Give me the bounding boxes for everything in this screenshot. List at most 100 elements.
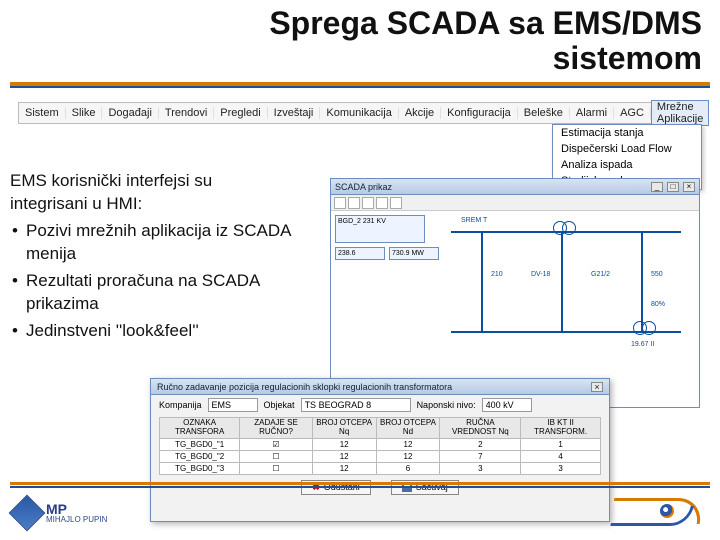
title-underline bbox=[10, 82, 710, 88]
objekat-label: Objekat bbox=[264, 400, 295, 410]
table-row: TG_BGD0_"1☑121221 bbox=[160, 438, 601, 450]
panel-title: BGD_2 231 KV bbox=[338, 218, 422, 225]
close-icon[interactable]: × bbox=[683, 182, 695, 192]
logo-eye bbox=[612, 490, 702, 530]
menu-item[interactable]: AGC bbox=[614, 107, 651, 119]
settings-dialog: Ručno zadavanje pozicija regulacionih sk… bbox=[150, 378, 610, 522]
transformer-table: OZNAKA TRANSFORAZADAJE SE RUČNO?BROJ OTC… bbox=[159, 417, 601, 475]
objekat-field[interactable] bbox=[301, 398, 411, 412]
menu-item[interactable]: Slike bbox=[66, 107, 103, 119]
napon-label: Naponski nivo: bbox=[417, 400, 476, 410]
feeder bbox=[641, 231, 643, 331]
toolbar-button[interactable] bbox=[362, 197, 374, 209]
dropdown-item[interactable]: Analiza ispada bbox=[553, 157, 701, 173]
node-label: 80% bbox=[651, 301, 665, 308]
kompanija-field[interactable] bbox=[208, 398, 258, 412]
node-label: G21/2 bbox=[591, 271, 610, 278]
menu-item[interactable]: Pregledi bbox=[214, 107, 267, 119]
bullet-item: Rezultati proračuna na SCADA prikazima bbox=[10, 270, 320, 316]
window-toolbar bbox=[331, 195, 699, 211]
maximize-icon[interactable]: □ bbox=[667, 182, 679, 192]
table-cell: TG_BGD0_"3 bbox=[160, 462, 240, 474]
table-header: IB KT II TRANSFORM. bbox=[521, 418, 601, 439]
node-label: SREM T bbox=[461, 217, 487, 224]
node-label: 19.67 II bbox=[631, 341, 654, 348]
bullet-item: Pozivi mrežnih aplikacija iz SCADA menij… bbox=[10, 220, 320, 266]
table-cell: 2 bbox=[440, 438, 521, 450]
table-header: OZNAKA TRANSFORA bbox=[160, 418, 240, 439]
menu-item[interactable]: Akcije bbox=[399, 107, 441, 119]
menu-item[interactable]: Trendovi bbox=[159, 107, 214, 119]
transformer-icon bbox=[553, 221, 579, 235]
logo-swoosh-icon bbox=[610, 506, 694, 526]
napon-field[interactable] bbox=[482, 398, 532, 412]
menu-item[interactable]: Mrežne Aplikacije bbox=[651, 100, 709, 126]
toolbar-button[interactable] bbox=[376, 197, 388, 209]
table-cell: 12 bbox=[312, 462, 376, 474]
feeder bbox=[561, 231, 563, 331]
menu-item[interactable]: Konfiguracija bbox=[441, 107, 518, 119]
dialog-title: Ručno zadavanje pozicija regulacionih sk… bbox=[157, 382, 452, 392]
minimize-icon[interactable]: _ bbox=[651, 182, 663, 192]
table-cell: TG_BGD0_"1 bbox=[160, 438, 240, 450]
bullet-item: Jedinstveni ''look&feel'' bbox=[10, 320, 320, 343]
kompanija-label: Kompanija bbox=[159, 400, 202, 410]
node-label: 550 bbox=[651, 271, 663, 278]
table-cell: 12 bbox=[312, 438, 376, 450]
logo-mp: MP MIHAJLO PUPIN bbox=[14, 496, 134, 530]
logo-mp-big: MP bbox=[46, 502, 107, 516]
table-row: TG_BGD0_"3☐12633 bbox=[160, 462, 601, 474]
lead-line-2: integrisani u HMI: bbox=[10, 193, 320, 216]
table-header: RUČNA VREDNOST Nq bbox=[440, 418, 521, 439]
app-menubar: SistemSlikeDogađajiTrendoviPreglediIzveš… bbox=[18, 102, 702, 124]
table-cell: 12 bbox=[376, 438, 440, 450]
table-row: TG_BGD0_"2☐121274 bbox=[160, 450, 601, 462]
logo-diamond-icon bbox=[9, 495, 46, 532]
table-cell: 7 bbox=[440, 450, 521, 462]
toolbar-button[interactable] bbox=[348, 197, 360, 209]
table-header: BROJ OTCEPA Nq bbox=[312, 418, 376, 439]
body-text: EMS korisnički interfejsi su integrisani… bbox=[10, 170, 320, 343]
footer-rule bbox=[10, 486, 710, 488]
menu-item[interactable]: Alarmi bbox=[570, 107, 614, 119]
logo-pupil-icon bbox=[660, 504, 674, 518]
menu-item[interactable]: Sistem bbox=[19, 107, 66, 119]
toolbar-button[interactable] bbox=[334, 197, 346, 209]
lead-line-1: EMS korisnički interfejsi su bbox=[10, 170, 320, 193]
menu-item[interactable]: Komunikacija bbox=[320, 107, 398, 119]
menu-item[interactable]: Događaji bbox=[102, 107, 158, 119]
table-cell: 12 bbox=[376, 450, 440, 462]
table-cell: TG_BGD0_"2 bbox=[160, 450, 240, 462]
table-cell: 3 bbox=[440, 462, 521, 474]
diagram-info-box: BGD_2 231 KV bbox=[335, 215, 425, 243]
checkbox-cell[interactable]: ☐ bbox=[240, 462, 313, 474]
feeder bbox=[481, 231, 483, 331]
menu-item[interactable]: Izveštaji bbox=[268, 107, 321, 119]
readout: 238.6 bbox=[335, 247, 385, 260]
logo-mp-small: MIHAJLO PUPIN bbox=[46, 516, 107, 524]
dialog-titlebar: Ručno zadavanje pozicija regulacionih sk… bbox=[151, 379, 609, 395]
table-header: ZADAJE SE RUČNO? bbox=[240, 418, 313, 439]
checkbox-cell[interactable]: ☑ bbox=[240, 438, 313, 450]
menu-item[interactable]: Beleške bbox=[518, 107, 570, 119]
table-cell: 12 bbox=[312, 450, 376, 462]
table-cell: 3 bbox=[521, 462, 601, 474]
toolbar-button[interactable] bbox=[390, 197, 402, 209]
transformer-icon bbox=[633, 321, 659, 335]
footer-rule bbox=[10, 482, 710, 485]
readout: 730.9 MW bbox=[389, 247, 439, 260]
window-titlebar: SCADA prikaz _ □ × bbox=[331, 179, 699, 195]
scada-window: SCADA prikaz _ □ × BGD_2 231 KV 238.6 73… bbox=[330, 178, 700, 408]
close-icon[interactable]: × bbox=[591, 382, 603, 392]
slide-title: Sprega SCADA sa EMS/DMS sistemom bbox=[222, 6, 702, 76]
table-cell: 6 bbox=[376, 462, 440, 474]
node-label: 210 bbox=[491, 271, 503, 278]
table-header: BROJ OTCEPA Nd bbox=[376, 418, 440, 439]
dialog-filter-row: Kompanija Objekat Naponski nivo: bbox=[151, 395, 609, 415]
table-cell: 4 bbox=[521, 450, 601, 462]
window-title: SCADA prikaz bbox=[335, 182, 647, 192]
dropdown-item[interactable]: Estimacija stanja bbox=[553, 125, 701, 141]
dropdown-item[interactable]: Dispečerski Load Flow bbox=[553, 141, 701, 157]
checkbox-cell[interactable]: ☐ bbox=[240, 450, 313, 462]
node-label: DV-18 bbox=[531, 271, 550, 278]
